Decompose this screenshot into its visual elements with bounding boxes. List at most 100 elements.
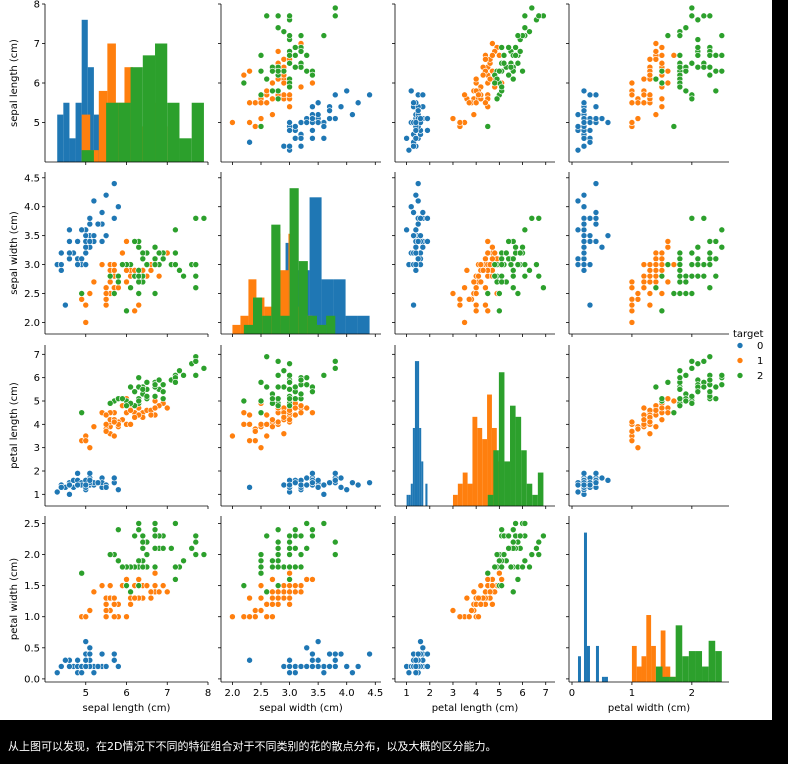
scatter-point-class-0 [412,267,420,274]
scatter-point-class-2 [172,379,179,386]
x-tick-label: 3 [450,688,456,699]
scatter-point-class-1 [251,613,259,621]
y-tick-label: 1.5 [24,581,40,592]
scatter-point-class-2 [498,272,505,280]
scatter-point-class-2 [274,395,282,402]
scatter-point-class-2 [331,4,339,12]
scatter-point-class-2 [257,557,265,565]
scatter-point-class-0 [66,255,73,263]
scatter-point-class-0 [297,135,305,142]
scatter-point-class-0 [90,197,98,205]
scatter-point-class-1 [664,409,672,416]
scatter-point-class-1 [628,99,636,107]
scatter-point-class-0 [320,669,328,676]
scatter-point-class-1 [463,267,471,274]
y-tick-label: 8 [34,0,40,11]
hist-bar-class-2 [498,372,505,506]
scatter-point-class-0 [412,669,420,676]
scatter-point-class-0 [580,191,588,199]
scatter-point-class-2 [688,12,696,20]
scatter-point-class-2 [274,582,282,589]
scatter-point-class-0 [419,644,427,652]
scatter-point-class-0 [326,107,333,114]
scatter-point-class-1 [670,397,678,405]
scatter-point-class-2 [257,379,265,386]
hist-bar-class-0 [604,676,608,682]
scatter-point-class-2 [291,545,299,552]
scatter-point-class-0 [414,650,422,658]
scatter-point-class-0 [412,191,420,199]
scatter-point-class-2 [700,261,708,268]
scatter-point-class-2 [172,249,179,257]
x-tick-label: 0 [569,688,575,699]
hist-bar-class-2 [532,494,538,506]
y-tick-label: 3.0 [24,260,40,271]
scatter-point-class-0 [309,479,316,486]
scatter-point-class-2 [286,83,293,91]
scatter-point-class-2 [676,278,684,286]
scatter-point-class-0 [417,232,424,239]
scatter-point-class-2 [263,12,271,20]
hist-bar-class-2 [243,324,253,334]
scatter-point-class-2 [119,395,126,402]
scatter-point-class-0 [366,650,373,658]
scatter-point-class-0 [604,477,612,484]
scatter-point-class-2 [331,365,339,372]
scatter-point-class-0 [405,669,413,676]
scatter-point-class-1 [628,307,636,315]
scatter-point-class-2 [257,563,265,571]
scatter-point-class-1 [477,600,485,608]
scatter-point-class-1 [102,428,110,435]
scatter-point-class-2 [303,52,311,59]
scatter-point-class-1 [110,418,118,426]
scatter-point-class-2 [670,290,678,297]
scatter-point-class-1 [147,594,155,602]
scatter-point-class-0 [314,119,322,126]
scatter-point-class-2 [493,95,501,103]
hist-bar-class-2 [669,676,676,682]
scatter-point-class-2 [286,360,293,367]
scatter-point-class-0 [320,135,328,142]
scatter-point-class-1 [628,119,636,126]
scatter-point-class-2 [676,402,684,409]
hist-bar-class-2 [118,102,131,162]
scatter-point-class-0 [414,255,422,263]
scatter-point-class-2 [706,71,714,79]
scatter-point-class-0 [414,220,422,228]
scatter-point-class-1 [640,278,648,286]
scatter-point-class-1 [646,71,654,79]
scatter-point-class-1 [640,99,648,107]
scatter-point-class-2 [274,372,282,379]
scatter-point-class-2 [535,214,543,222]
scatter-point-class-1 [102,290,110,297]
scatter-point-class-1 [472,301,480,309]
scatter-point-class-2 [688,249,696,257]
scatter-point-class-1 [90,423,98,430]
scatter-point-class-0 [405,146,413,154]
scatter-point-class-2 [151,393,159,400]
hist-bar-class-2 [715,651,722,682]
scatter-point-class-2 [172,576,179,583]
scatter-point-class-2 [694,63,702,71]
scatter-point-class-2 [706,63,714,71]
scatter-point-class-2 [700,272,708,280]
scatter-point-class-1 [634,115,642,122]
scatter-point-class-1 [477,261,485,268]
hist-bar-class-2 [167,102,180,162]
scatter-point-class-0 [337,650,345,658]
scatter-point-class-2 [123,402,130,409]
scatter-point-class-2 [712,52,720,59]
scatter-point-class-2 [514,32,522,39]
y-tick-label: 0.5 [24,643,40,654]
scatter-point-class-2 [151,261,159,268]
scatter-point-class-1 [652,249,660,257]
scatter-point-class-1 [297,588,305,596]
scatter-point-class-1 [475,91,482,99]
x-tick-label: 3.5 [310,688,326,699]
hist-bar-class-2 [655,666,663,682]
hist-bar-class-0 [595,645,599,682]
scatter-point-class-0 [280,142,288,150]
scatter-point-class-0 [115,663,122,670]
scatter-point-class-1 [159,582,167,589]
scatter-point-class-2 [507,261,515,268]
